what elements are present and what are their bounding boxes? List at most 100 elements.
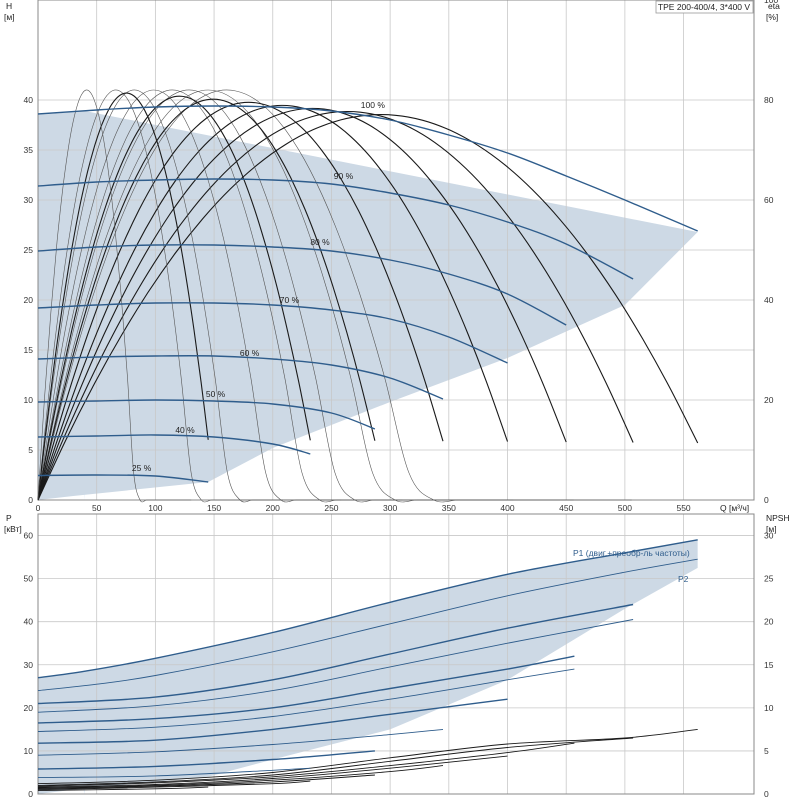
efficiency-curve: [37, 95, 311, 501]
y-tick-label: 30: [24, 660, 34, 670]
y-axis-label: P: [6, 513, 12, 523]
npsh-curve: [37, 737, 634, 786]
speed-label: 80 %: [310, 237, 330, 247]
chart-title: TPE 200-400/4, 3*400 V: [658, 2, 750, 12]
y2-tick-label: 0: [764, 789, 769, 799]
y-tick-label: 0: [28, 789, 33, 799]
power-curve: [37, 619, 634, 713]
y2-axis-label: eta: [768, 1, 780, 11]
y-tick-label: 25: [24, 245, 34, 255]
title-box: [655, 0, 754, 14]
head-curve: [37, 105, 698, 232]
power-curve: [37, 668, 575, 732]
y-tick-label: 15: [24, 345, 34, 355]
power-curve: [37, 728, 444, 756]
efficiency-curve: [37, 104, 509, 501]
efficiency-curve: [37, 98, 376, 501]
power-curve: [37, 539, 698, 679]
y2-tick-label: 20: [764, 395, 774, 405]
npsh-curve: [37, 774, 375, 790]
head-curve: [37, 302, 508, 364]
speed-label: 90 %: [334, 171, 354, 181]
y-tick-label: 50: [24, 574, 34, 584]
x-axis-label: Q [м³/ч]: [720, 503, 749, 513]
npsh-curve: [37, 780, 311, 791]
power-curve: [37, 655, 575, 724]
y-tick-label: 10: [24, 395, 34, 405]
npsh-curve: [37, 742, 575, 787]
y2-axis-unit: [м]: [766, 524, 777, 534]
speed-label: 70 %: [280, 295, 300, 305]
speed-label: 50 %: [206, 389, 226, 399]
power-curve: [37, 603, 634, 705]
x-tick-label: 100: [148, 503, 162, 513]
x-tick-label: 200: [266, 503, 280, 513]
operating-envelope: [38, 539, 698, 794]
p1-label: P1 (двиг.+преобр-ль частоты): [573, 548, 690, 558]
efficiency-curve: [37, 92, 209, 501]
y-tick-label: 20: [24, 295, 34, 305]
efficiency-curve: [37, 101, 444, 501]
y2-tick-label: 30: [764, 531, 774, 541]
operating-envelope: [38, 111, 698, 500]
speed-label: 40 %: [175, 425, 195, 435]
efficiency-curve-thin: [37, 89, 284, 503]
p2-label: P2: [678, 574, 689, 584]
speed-label: 100 %: [361, 100, 386, 110]
power-curve: [37, 767, 311, 779]
speed-label: 60 %: [240, 348, 260, 358]
y2-axis-label: NPSH: [766, 513, 790, 523]
x-tick-label: 50: [92, 503, 102, 513]
x-tick-label: 550: [676, 503, 690, 513]
x-tick-label: 400: [500, 503, 514, 513]
y-tick-label: 20: [24, 703, 34, 713]
y-tick-label: 30: [24, 195, 34, 205]
head-curve: [37, 178, 634, 280]
y2-axis-unit: [%]: [766, 12, 778, 22]
y-tick-label: 40: [24, 617, 34, 627]
y2-tick-label: 40: [764, 295, 774, 305]
y-tick-label: 10: [24, 746, 34, 756]
y-tick-label: 40: [24, 95, 34, 105]
y2-tick-label: 20: [764, 617, 774, 627]
x-tick-label: 300: [383, 503, 397, 513]
y2-tick-label: 25: [764, 574, 774, 584]
head-curve: [37, 399, 376, 430]
y2-tick-label: 100: [764, 0, 778, 5]
npsh-curve: [37, 728, 698, 785]
head-curve: [37, 244, 567, 326]
y2-tick-label: 80: [764, 95, 774, 105]
speed-label: 25 %: [132, 463, 152, 473]
power-curve: [37, 750, 375, 770]
x-tick-label: 350: [442, 503, 456, 513]
x-tick-label: 150: [207, 503, 221, 513]
y2-tick-label: 60: [764, 195, 774, 205]
plot-frame: [37, 513, 755, 795]
y2-tick-label: 0: [764, 495, 769, 505]
power-npsh-panel: 0 10 20 30 40 50 60 0 5 10 15 20 25 30 P1 (двиг.+преоб…: [4, 513, 790, 799]
efficiency-curve-thin: [37, 89, 192, 503]
head-curve: [37, 434, 311, 455]
npsh-curve: [37, 755, 508, 788]
x-tick-label: 250: [324, 503, 338, 513]
head-curve: [37, 355, 444, 400]
y-tick-label: 5: [28, 445, 33, 455]
power-curve: [37, 698, 508, 744]
y2-tick-label: 5: [764, 746, 769, 756]
y-axis-unit: [кВт]: [4, 524, 22, 534]
x-tick-label: 500: [618, 503, 632, 513]
npsh-curve: [37, 786, 209, 792]
y2-tick-label: 10: [764, 703, 774, 713]
efficiency-curve-thin: [37, 89, 342, 503]
x-tick-label: 0: [36, 503, 41, 513]
head-curve: [37, 474, 209, 483]
power-curve: [37, 558, 698, 692]
npsh-curve: [37, 765, 444, 789]
y-tick-label: 60: [24, 531, 34, 541]
y-tick-label: 35: [24, 145, 34, 155]
y2-tick-label: 15: [764, 660, 774, 670]
y-tick-label: 0: [28, 495, 33, 505]
y-axis-unit: [м]: [4, 12, 15, 22]
